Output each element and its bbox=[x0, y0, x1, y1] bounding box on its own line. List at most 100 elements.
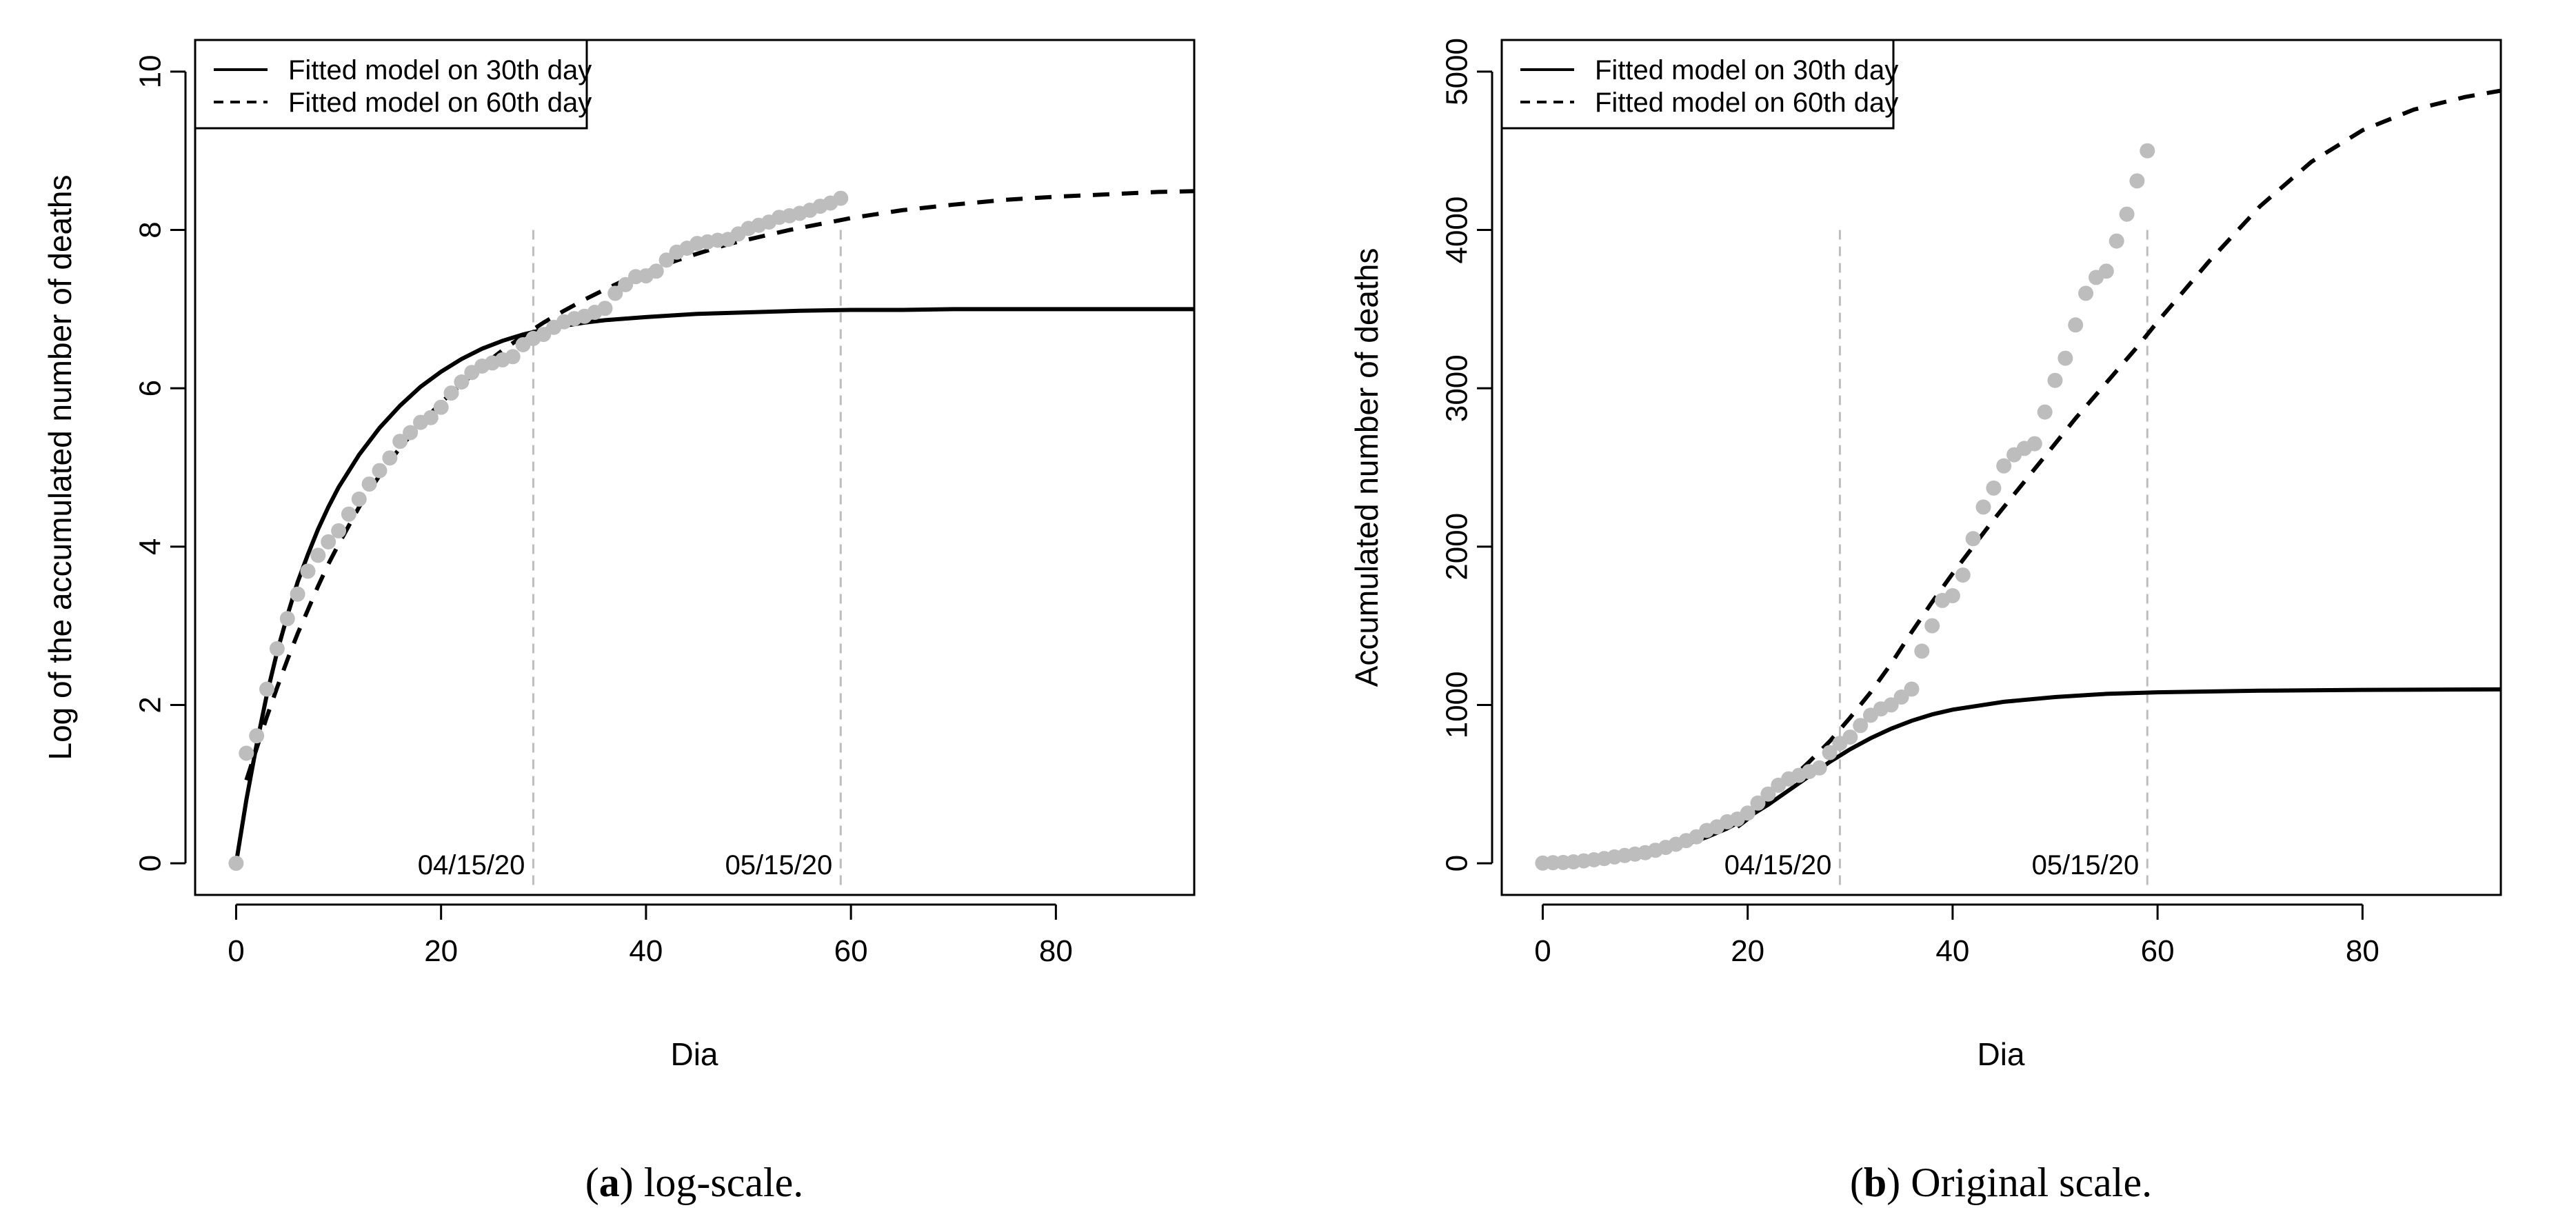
panel-a-series-fitted-60th-day bbox=[244, 189, 1195, 781]
panel-a-reference-lines bbox=[532, 230, 842, 885]
panel-b-observed-point bbox=[1842, 729, 1858, 745]
panel-b-y-tick-label: 3000 bbox=[1440, 354, 1474, 422]
panel-b-date-label-1: 05/15/20 bbox=[2032, 850, 2140, 880]
panel-b-legend-entry-30th: Fitted model on 30th day bbox=[1595, 55, 1898, 85]
panel-b-observed-point bbox=[1914, 643, 1930, 659]
panel-b-y-tick-label: 1000 bbox=[1440, 671, 1474, 738]
panel-a-y-axis: 0 2 4 6 8 10 bbox=[134, 54, 187, 871]
panel-a-caption-letter: a bbox=[599, 1160, 620, 1205]
panel-a-x-tick-label: 80 bbox=[1039, 934, 1073, 968]
panel-a-x-tick-label: 0 bbox=[228, 934, 244, 968]
panel-a-y-tick-label: 8 bbox=[134, 221, 168, 238]
panel-b-observed-point bbox=[2047, 372, 2063, 388]
panel-b-observed-point bbox=[1893, 689, 1909, 705]
panel-a-observed-point bbox=[433, 399, 449, 415]
panel-b-observed-point bbox=[1924, 618, 1940, 634]
panel-b-observed-point bbox=[2026, 436, 2042, 452]
panel-b-y-tick-label: 2000 bbox=[1440, 513, 1474, 581]
panel-b-x-axis-label: Dia bbox=[1977, 1036, 2024, 1072]
panel-b-observed-points bbox=[1535, 143, 2155, 871]
panel-a-observed-point bbox=[607, 285, 623, 301]
panel-b-observed-point bbox=[1750, 795, 1766, 811]
panel-b-y-tick-label: 5000 bbox=[1440, 38, 1474, 105]
panel-a-log-scale: 04/15/20 05/15/20 0 20 40 60 80 0 2 4 6 8 10 Dia L… bbox=[42, 39, 1196, 1205]
panel-a-observed-point bbox=[239, 745, 254, 761]
panel-a-y-tick-label: 0 bbox=[134, 855, 168, 871]
panel-a-observed-point bbox=[372, 463, 388, 478]
panel-b-observed-point bbox=[1811, 760, 1827, 776]
panel-a-caption: (a) log-scale. bbox=[585, 1160, 804, 1205]
panel-b-observed-point bbox=[2068, 317, 2084, 333]
panel-a-caption-text: log-scale. bbox=[634, 1160, 804, 1205]
panel-a-x-axis: 0 20 40 60 80 bbox=[228, 903, 1073, 968]
panel-a-observed-points bbox=[228, 190, 849, 871]
panel-a-y-axis-label: Log of the accumulated number of deaths bbox=[42, 174, 78, 760]
panel-a-observed-point bbox=[321, 534, 336, 550]
panel-a-observed-point bbox=[279, 611, 295, 627]
panel-b-series-fitted-60th-day bbox=[1735, 88, 2502, 829]
panel-b-plot-frame bbox=[1500, 39, 2502, 896]
panel-b-observed-point bbox=[2037, 404, 2053, 420]
panel-b-x-axis: 0 20 40 60 80 bbox=[1534, 903, 2379, 968]
panel-a-observed-point bbox=[382, 450, 398, 466]
panel-b-observed-point bbox=[1965, 531, 1981, 547]
panel-b-caption-letter: b bbox=[1864, 1160, 1886, 1205]
panel-a-observed-point bbox=[597, 301, 613, 316]
panel-a-observed-point bbox=[658, 252, 674, 268]
panel-a-observed-point bbox=[454, 374, 470, 390]
panel-b-date-annotations: 04/15/20 05/15/20 bbox=[1724, 850, 2140, 880]
panel-a-observed-point bbox=[269, 641, 285, 656]
panel-b-observed-point bbox=[1944, 588, 1960, 603]
panel-b-y-tick-label: 0 bbox=[1440, 855, 1474, 871]
panel-b-observed-point bbox=[2098, 263, 2114, 279]
panel-b-fitted-curves bbox=[1553, 88, 2502, 865]
panel-b-x-tick-label: 60 bbox=[2141, 934, 2175, 968]
panel-a-y-tick-label: 2 bbox=[134, 696, 168, 713]
panel-a-x-axis-label: Dia bbox=[670, 1036, 718, 1072]
panel-b-observed-point bbox=[1955, 567, 1971, 583]
panel-a-observed-point bbox=[361, 476, 377, 492]
panel-b-observed-point bbox=[1986, 480, 2002, 496]
panel-a-series-fitted-30th-day bbox=[234, 307, 1194, 864]
panel-a-x-tick-label: 60 bbox=[834, 934, 868, 968]
panel-b-original-scale: 04/15/20 05/15/20 0 20 40 60 80 0 1000 2000 3000… bbox=[1349, 38, 2502, 1205]
panel-a-observed-point bbox=[423, 410, 439, 425]
panel-a-observed-point bbox=[618, 276, 634, 292]
panel-b-observed-point bbox=[1853, 718, 1869, 734]
panel-a-legend-box bbox=[194, 39, 588, 130]
panel-b-observed-point bbox=[2109, 233, 2124, 249]
panel-b-legend-box bbox=[1500, 39, 1895, 130]
panel-a-legend-entry-60th: Fitted model on 60th day bbox=[288, 88, 592, 118]
panel-a-y-tick-label: 10 bbox=[134, 54, 168, 88]
panel-b-reference-lines bbox=[1838, 230, 2149, 885]
panel-a-date-label-1: 05/15/20 bbox=[725, 850, 833, 880]
panel-b-observed-point bbox=[1996, 458, 2012, 474]
panel-b-x-tick-label: 80 bbox=[2346, 934, 2379, 968]
panel-b-x-tick-label: 40 bbox=[1935, 934, 1969, 968]
panel-a-observed-point bbox=[351, 491, 367, 507]
panel-b-observed-point bbox=[2140, 143, 2155, 159]
panel-b-legend-entry-60th: Fitted model on 60th day bbox=[1595, 88, 1898, 118]
panel-a-observed-point bbox=[392, 434, 408, 450]
panel-a-observed-point bbox=[648, 263, 664, 279]
panel-b-caption-text: Original scale. bbox=[1900, 1160, 2152, 1205]
panel-a-observed-point bbox=[249, 728, 265, 744]
panel-b-observed-point bbox=[2129, 173, 2145, 189]
panel-a-x-tick-label: 40 bbox=[629, 934, 663, 968]
panel-a-observed-point bbox=[341, 506, 356, 522]
panel-a-observed-point bbox=[403, 425, 419, 441]
panel-b-observed-point bbox=[2119, 206, 2135, 222]
panel-b-observed-point bbox=[2078, 285, 2094, 301]
panel-b-legend: Fitted model on 30th day Fitted model on… bbox=[1500, 39, 1898, 130]
panel-a-observed-point bbox=[259, 681, 274, 697]
panel-b-observed-point bbox=[1904, 681, 1920, 697]
panel-b-observed-point bbox=[1822, 745, 1838, 760]
panel-a-observed-point bbox=[300, 563, 316, 579]
panel-b-observed-point bbox=[1975, 499, 1991, 515]
panel-a-y-tick-label: 4 bbox=[134, 538, 168, 555]
panel-a-plot-frame bbox=[194, 39, 1196, 896]
panel-a-x-tick-label: 20 bbox=[424, 934, 458, 968]
panel-a-y-tick-label: 6 bbox=[134, 380, 168, 396]
panel-a-legend: Fitted model on 30th day Fitted model on… bbox=[194, 39, 592, 130]
